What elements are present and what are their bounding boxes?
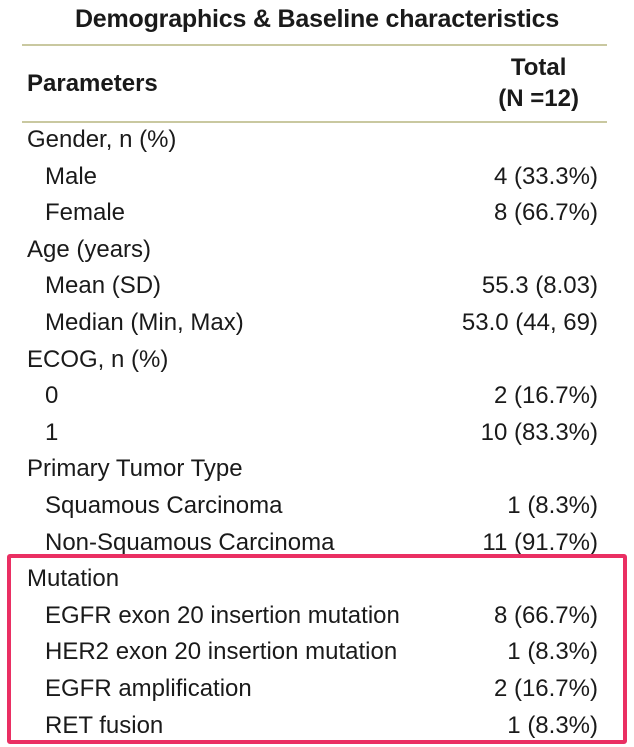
row-label: Female — [45, 199, 126, 227]
row-label: 0 — [45, 382, 59, 410]
row-value: 55.3 (8.03) — [481, 272, 598, 300]
table-row: 0 2 (16.7%) — [0, 377, 634, 414]
table-row: Non-Squamous Carcinoma 11 (91.7%) — [0, 524, 634, 561]
section-label: Mutation — [27, 565, 120, 593]
row-value: 2 (16.7%) — [493, 382, 598, 410]
table-row: RET fusion 1 (8.3%) — [0, 707, 634, 744]
section-label: ECOG, n (%) — [27, 345, 169, 373]
table-row: Female 8 (66.7%) — [0, 194, 634, 231]
row-label: Median (Min, Max) — [45, 308, 244, 336]
row-label: 1 — [45, 418, 59, 446]
row-label: EGFR amplification — [45, 674, 252, 702]
table-row: HER2 exon 20 insertion mutation 1 (8.3%) — [0, 633, 634, 670]
row-value: 8 (66.7%) — [493, 601, 598, 629]
row-label: EGFR exon 20 insertion mutation — [45, 601, 400, 629]
table-row: Mean (SD) 55.3 (8.03) — [0, 267, 634, 304]
row-value: 4 (33.3%) — [493, 162, 598, 190]
section-header-row: Gender, n (%) — [0, 121, 634, 158]
section-header-row: Mutation — [0, 560, 634, 597]
header-total: Total (N =12) — [498, 52, 579, 114]
section-header-row: Age (years) — [0, 231, 634, 268]
row-value: 8 (66.7%) — [493, 199, 598, 227]
row-value: 1 (8.3%) — [507, 491, 598, 519]
row-value: 1 (8.3%) — [507, 638, 598, 666]
row-value: 10 (83.3%) — [480, 418, 598, 446]
table-body: Gender, n (%) Male 4 (33.3%) Female 8 (66.7%… — [0, 121, 634, 743]
header-rule — [22, 121, 607, 123]
section-label: Gender, n (%) — [27, 126, 177, 153]
table-title: Demographics & Baseline characteristics — [74, 5, 560, 33]
header-total-label: Total — [510, 54, 567, 81]
section-label: Age (years) — [27, 235, 152, 263]
header-total-n: (N =12) — [498, 85, 579, 112]
row-label: Male — [45, 162, 98, 190]
row-value: 2 (16.7%) — [493, 674, 598, 702]
row-value: 1 (8.3%) — [507, 711, 598, 739]
table-row: EGFR exon 20 insertion mutation 8 (66.7%) — [0, 597, 634, 634]
top-rule — [22, 44, 607, 46]
header-parameters: Parameters — [27, 70, 158, 97]
table-row: Squamous Carcinoma 1 (8.3%) — [0, 487, 634, 524]
section-label: Primary Tumor Type — [27, 455, 243, 483]
row-label: Mean (SD) — [45, 272, 162, 300]
row-value: 53.0 (44, 69) — [461, 308, 598, 336]
row-label: HER2 exon 20 insertion mutation — [45, 638, 398, 666]
row-label: Non-Squamous Carcinoma — [45, 528, 335, 556]
section-header-row: Primary Tumor Type — [0, 450, 634, 487]
row-label: Squamous Carcinoma — [45, 491, 283, 519]
table-row: 1 10 (83.3%) — [0, 414, 634, 451]
section-header-row: ECOG, n (%) — [0, 341, 634, 378]
table-row: Male 4 (33.3%) — [0, 158, 634, 195]
row-value: 11 (91.7%) — [482, 528, 598, 556]
row-label: RET fusion — [45, 711, 164, 739]
table-row: EGFR amplification 2 (16.7%) — [0, 670, 634, 707]
table-row: Median (Min, Max) 53.0 (44, 69) — [0, 304, 634, 341]
